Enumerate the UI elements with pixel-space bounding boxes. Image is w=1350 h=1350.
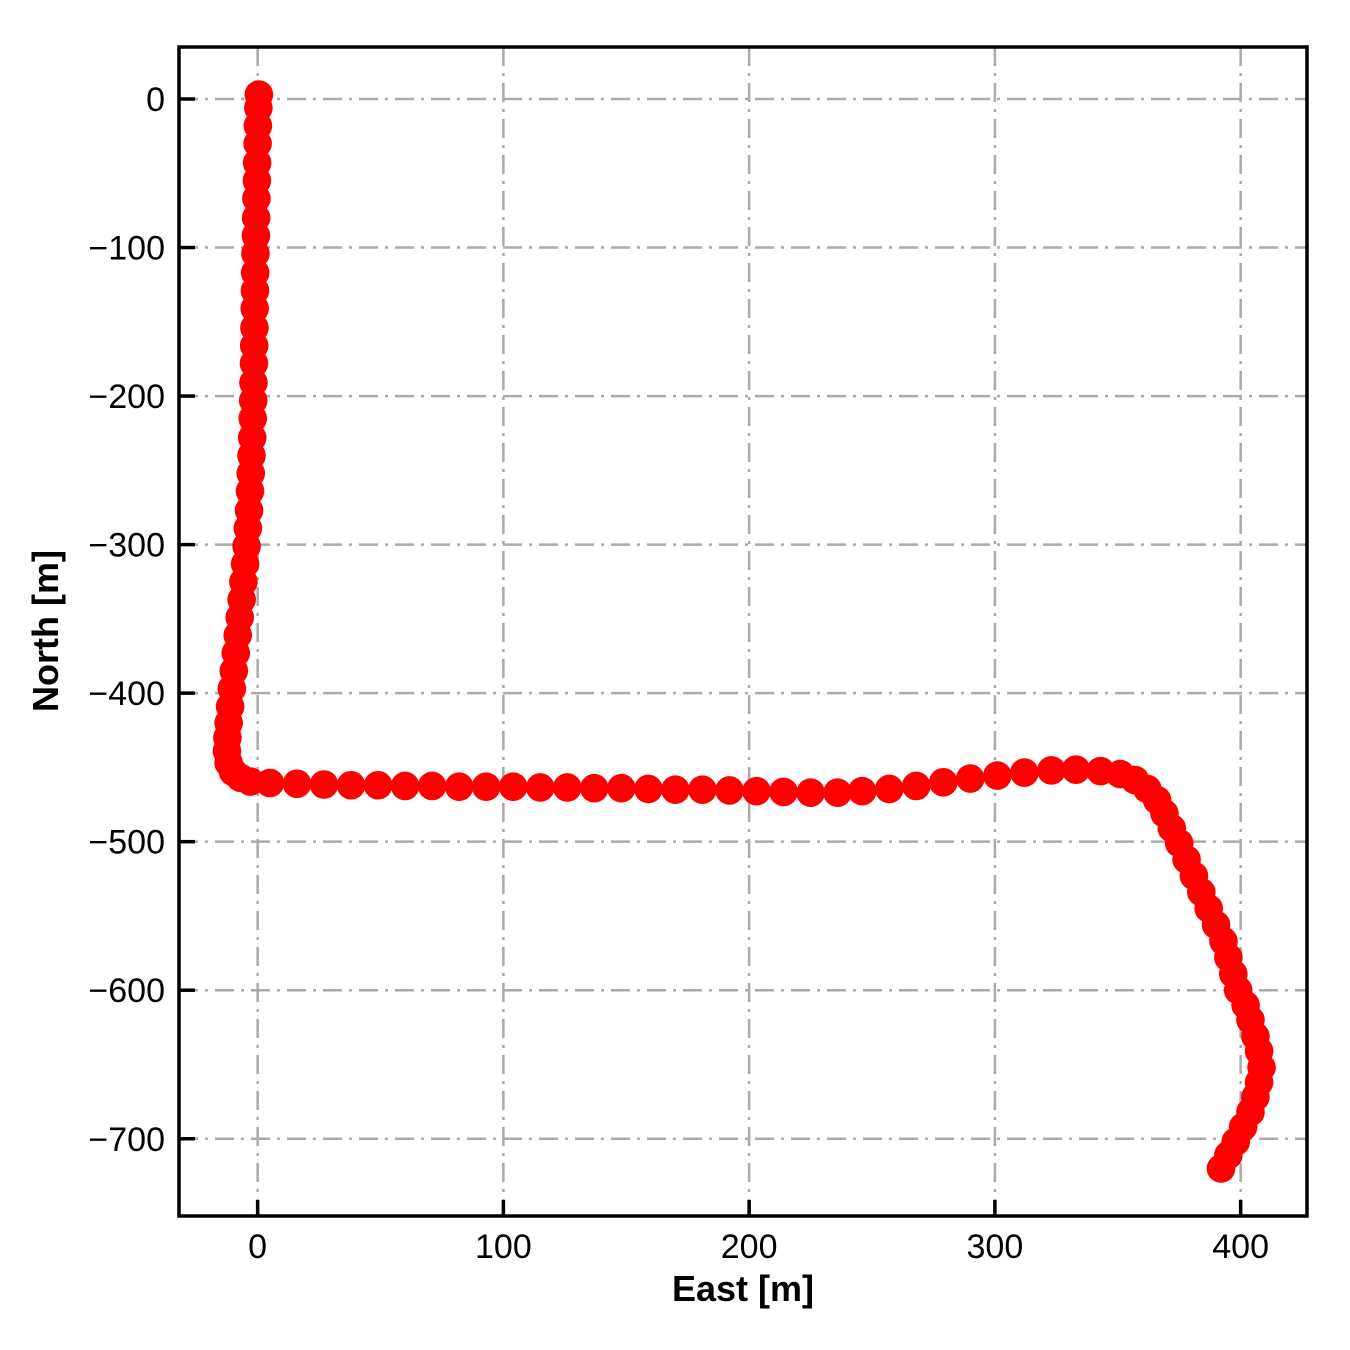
trajectory-point (901, 771, 931, 801)
trajectory-point (525, 773, 555, 802)
x-tick-label: 400 (1212, 1228, 1269, 1266)
x-tick-label: 100 (475, 1228, 532, 1266)
y-tick-label: −600 (88, 972, 165, 1010)
trajectory-point (363, 770, 393, 800)
trajectory-point (823, 778, 852, 807)
trajectory-point (580, 773, 609, 803)
x-axis-label: East [m] (672, 1268, 814, 1309)
trajectory-point (874, 774, 904, 804)
trajectory-point (715, 776, 744, 805)
y-axis-label: North [m] (25, 550, 66, 712)
trajectory-point (847, 776, 877, 806)
y-tick-label: −500 (88, 824, 165, 862)
trajectory-point (1206, 1154, 1236, 1183)
y-tick-label: −100 (88, 230, 165, 268)
trajectory-point (956, 764, 985, 793)
trajectory-point (1010, 758, 1039, 787)
trajectory-point (471, 772, 501, 802)
y-tick-label: −300 (88, 527, 165, 565)
trajectory-point (309, 770, 339, 799)
trajectory-point (688, 775, 717, 804)
trajectory-point (255, 768, 285, 798)
x-tick-label: 0 (248, 1228, 267, 1266)
trajectory-point (1061, 755, 1091, 784)
trajectory-point (417, 771, 447, 801)
y-tick-label: −400 (88, 675, 165, 713)
trajectory-point (1037, 756, 1066, 785)
x-tick-label: 200 (721, 1228, 778, 1266)
trajectory-point (552, 773, 582, 802)
plot-border (177, 45, 1309, 1218)
trajectory-point (661, 775, 690, 804)
trajectory-point (742, 776, 771, 806)
trajectory-point (796, 778, 825, 807)
trajectory-point (928, 767, 958, 797)
trajectory-point (983, 761, 1012, 790)
trajectory-point (607, 773, 636, 803)
trajectory-point (390, 771, 420, 801)
y-tick-label: −700 (88, 1121, 165, 1159)
trajectory-point (336, 770, 366, 800)
trajectory-point (634, 774, 663, 804)
y-tick-label: −200 (88, 378, 165, 416)
trajectory-point (769, 777, 798, 807)
trajectory-point (444, 772, 474, 802)
trajectory-point (282, 769, 312, 799)
y-tick-label: 0 (146, 81, 165, 119)
x-tick-label: 300 (967, 1228, 1024, 1266)
trajectory-point (498, 772, 528, 802)
